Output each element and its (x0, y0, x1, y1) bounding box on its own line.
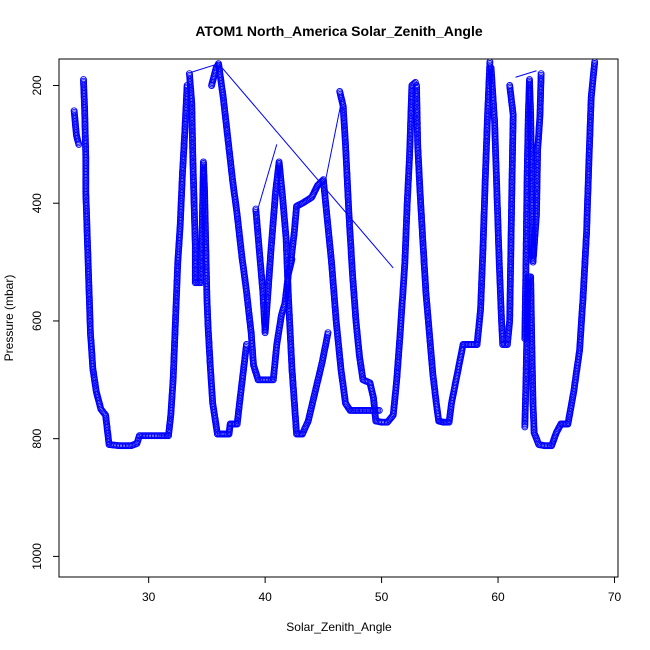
axes: 30 40 50 60 70 200 400 600 800 1000 (30, 75, 622, 604)
data-point (75, 140, 83, 148)
data-point (324, 329, 332, 337)
x-tick-label: 40 (258, 590, 272, 604)
y-tick-label: 1000 (30, 543, 44, 570)
plot-frame (58, 58, 619, 578)
data-point (537, 70, 545, 78)
chart-title: ATOM1 North_America Solar_Zenith_Angle (195, 23, 483, 39)
plot-data (70, 59, 599, 450)
y-axis-label: Pressure (mbar) (2, 275, 16, 362)
x-tick-label: 60 (491, 590, 505, 604)
connector-line (515, 70, 537, 78)
data-point (591, 59, 599, 66)
y-tick-label: 600 (30, 311, 44, 331)
data-point (506, 82, 514, 89)
connector-line (256, 144, 278, 213)
x-tick-label: 50 (375, 590, 389, 604)
y-tick-label: 400 (30, 193, 44, 213)
x-tick-label: 70 (608, 590, 622, 604)
y-tick-label: 800 (30, 428, 44, 448)
y-tick-label: 200 (30, 75, 44, 95)
x-tick-label: 30 (142, 590, 156, 604)
x-axis-label: Solar_Zenith_Angle (286, 620, 392, 634)
